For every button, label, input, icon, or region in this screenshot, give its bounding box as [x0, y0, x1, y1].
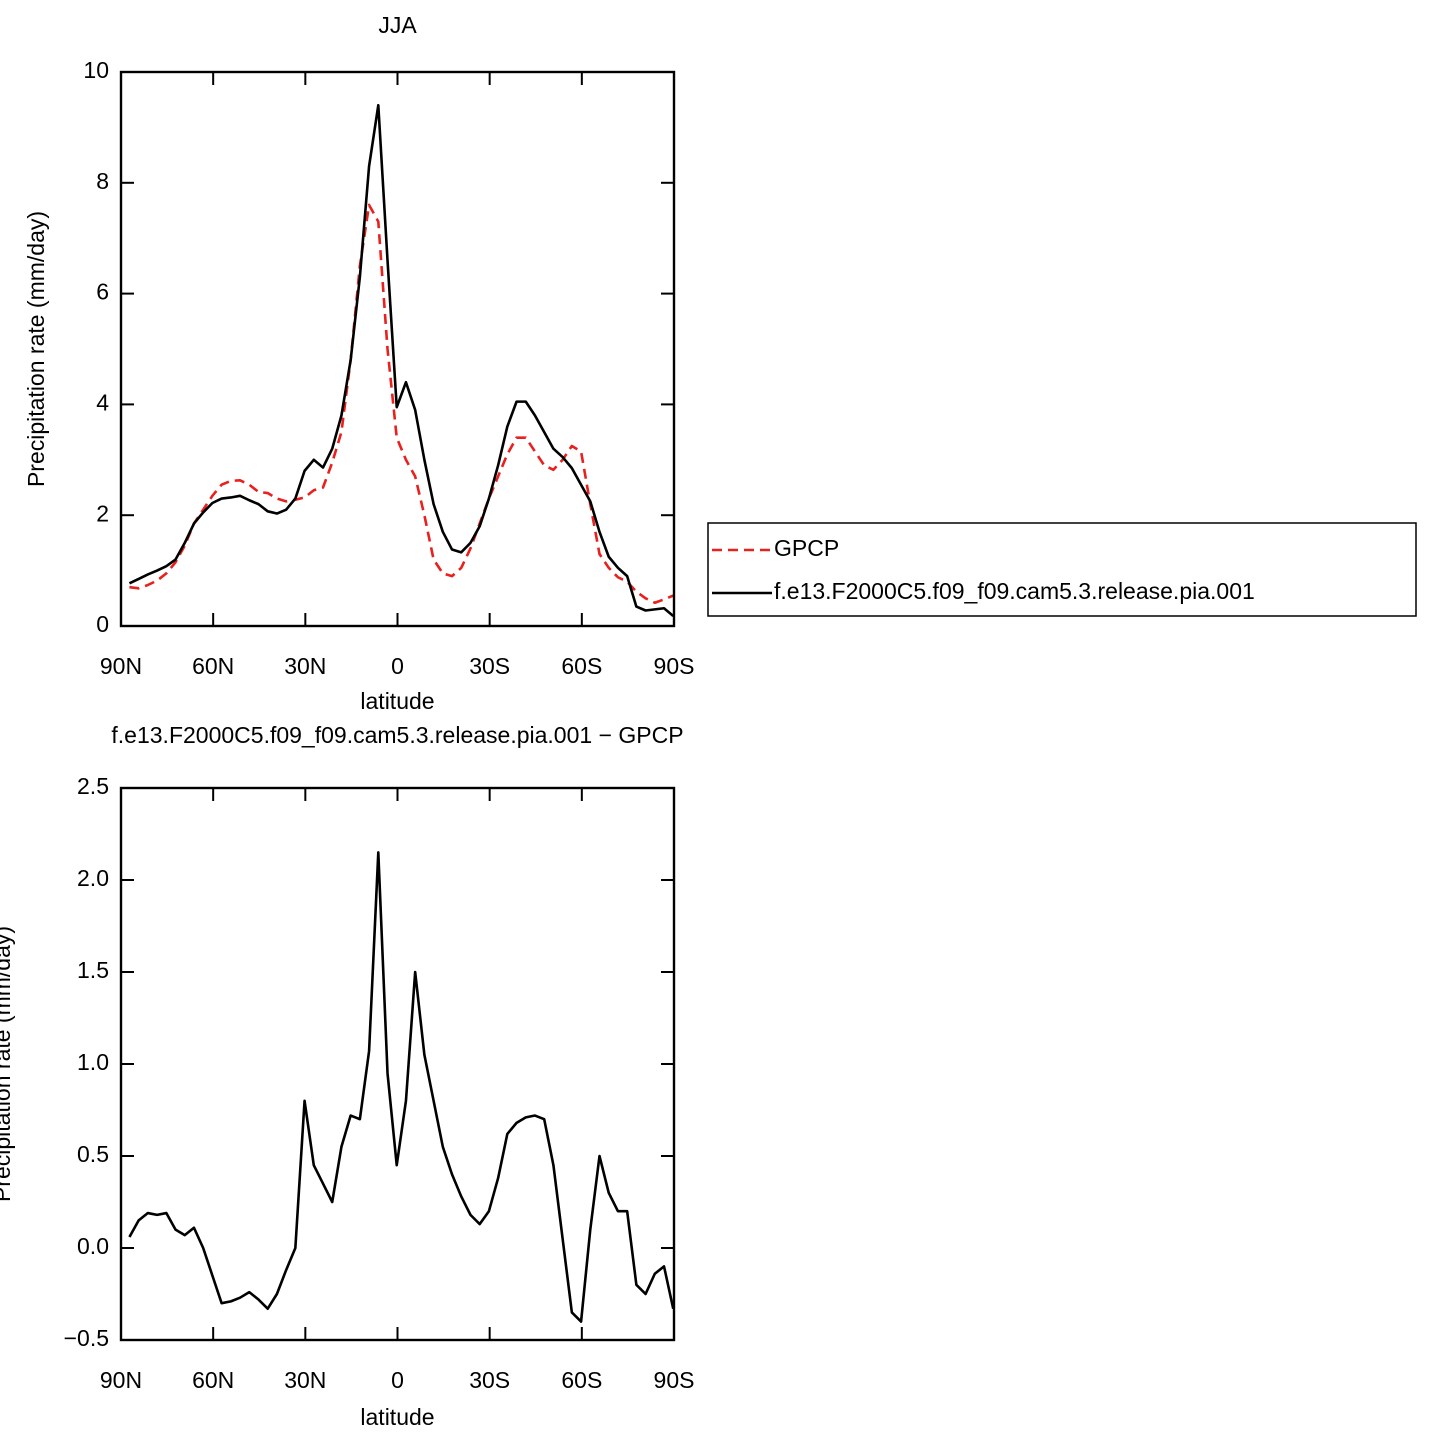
- x-tick-label: 60N: [192, 653, 234, 679]
- chart-title: JJA: [378, 12, 417, 38]
- y-tick-label: 8: [96, 168, 109, 194]
- y-tick-label: 4: [96, 389, 109, 415]
- x-tick-label: 30N: [284, 1367, 326, 1393]
- y-tick-label: 1.0: [77, 1049, 109, 1075]
- x-tick-label: 30S: [469, 1367, 510, 1393]
- y-axis-label: Precipitation rate (mm/day): [23, 211, 49, 487]
- x-tick-label: 0: [391, 1367, 404, 1393]
- x-tick-label: 90N: [100, 1367, 142, 1393]
- y-tick-label: 2.0: [77, 865, 109, 891]
- plot-frame: [119, 786, 676, 1342]
- x-tick-label: 90S: [654, 653, 695, 679]
- x-tick-label: 30S: [469, 653, 510, 679]
- chart-title: f.e13.F2000C5.f09_f09.cam5.3.release.pia…: [111, 722, 683, 748]
- y-tick-label: 2: [96, 500, 109, 526]
- legend-label: f.e13.F2000C5.f09_f09.cam5.3.release.pia…: [774, 578, 1255, 604]
- plot-frame: [119, 70, 676, 628]
- y-tick-label: 0.0: [77, 1233, 109, 1259]
- x-tick-label: 60S: [561, 653, 602, 679]
- x-tick-label: 0: [391, 653, 404, 679]
- y-tick-label: 2.5: [77, 773, 109, 799]
- y-tick-label: 1.5: [77, 957, 109, 983]
- x-tick-label: 90N: [100, 653, 142, 679]
- x-axis-label: latitude: [360, 1404, 434, 1430]
- x-tick-label: 30N: [284, 653, 326, 679]
- x-tick-label: 90S: [654, 1367, 695, 1393]
- y-axis-label: Precipitation rate (mm/day): [0, 926, 15, 1202]
- x-axis-label: latitude: [360, 688, 434, 714]
- y-tick-label: 0.5: [77, 1141, 109, 1167]
- x-tick-label: 60S: [561, 1367, 602, 1393]
- y-tick-label: −0.5: [64, 1325, 109, 1351]
- legend-box: [707, 522, 1417, 617]
- x-tick-label: 60N: [192, 1367, 234, 1393]
- y-tick-label: 6: [96, 279, 109, 305]
- y-tick-label: 0: [96, 611, 109, 637]
- data-line: [128, 851, 675, 1323]
- data-line: [129, 203, 674, 605]
- data-line: [128, 103, 675, 618]
- legend-label: GPCP: [774, 535, 839, 561]
- y-tick-label: 10: [83, 57, 109, 83]
